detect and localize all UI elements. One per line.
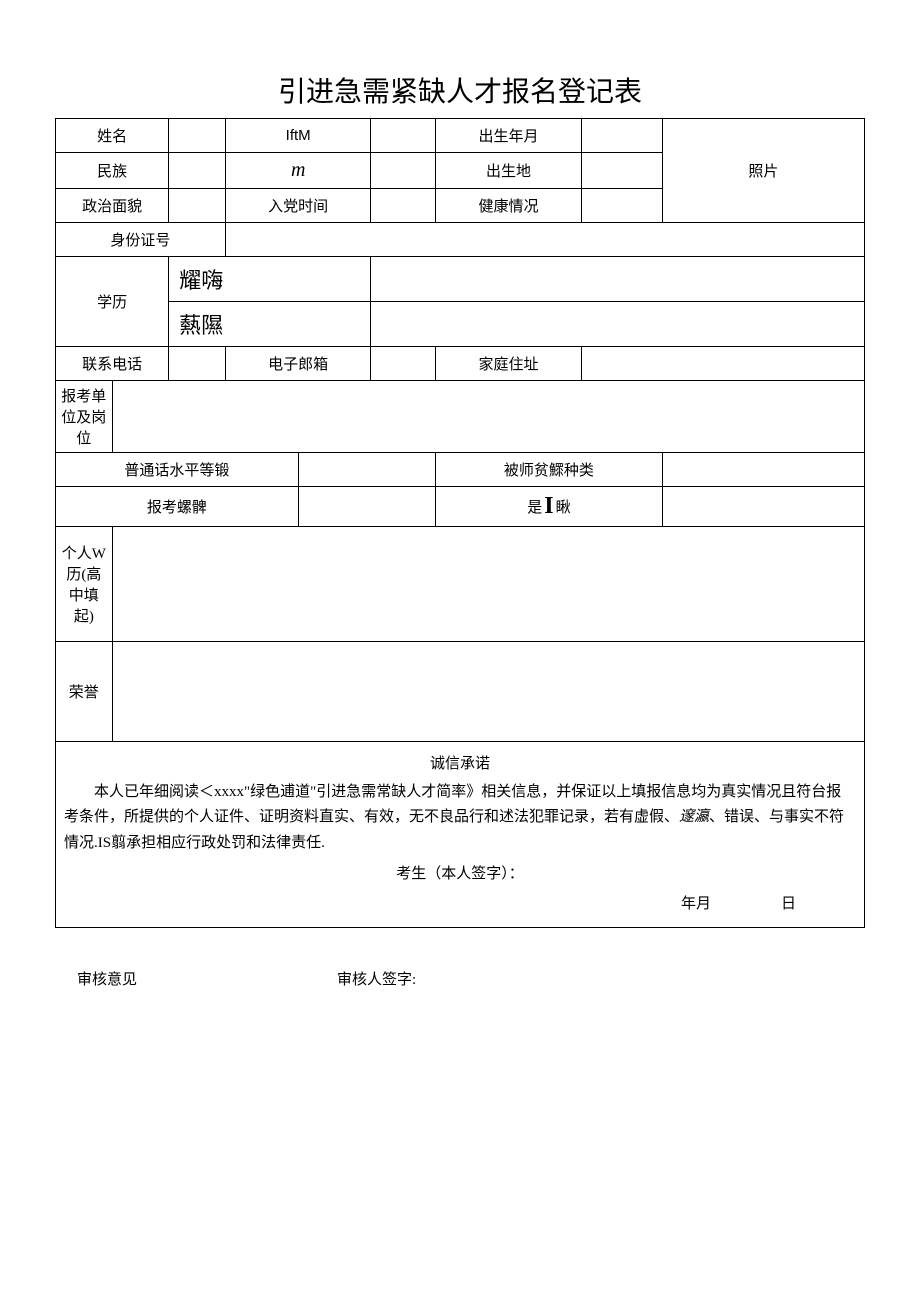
label-name: 姓名	[56, 119, 169, 153]
label-shi-x: 是I瞅	[436, 487, 663, 527]
label-honor: 荣誉	[56, 642, 113, 742]
field-iftm[interactable]	[371, 119, 436, 153]
field-edu-b[interactable]	[371, 302, 865, 347]
label-apply-unit: 报考单位及岗位	[56, 381, 113, 453]
label-resume: 个人W历(高中填起)	[56, 527, 113, 642]
declaration-date: 年月日	[64, 892, 856, 918]
field-phone[interactable]	[169, 347, 226, 381]
label-ethnic: 民族	[56, 153, 169, 189]
field-m[interactable]	[371, 153, 436, 189]
form-title: 引进急需紧缺人才报名登记表	[55, 70, 865, 110]
label-address: 家庭住址	[436, 347, 582, 381]
label-email: 电子郎箱	[225, 347, 371, 381]
label-edu-a: 耀嗨	[169, 257, 371, 302]
field-health[interactable]	[581, 189, 662, 223]
registration-table: 姓名 IftM 出生年月 照片 民族 m 出生地 政治面貌 入党时间 健康情况 …	[55, 118, 865, 928]
field-honor[interactable]	[112, 642, 864, 742]
declaration-sign: 考生（本人签字）：	[64, 862, 856, 888]
footer-row: 审核意见 审核人签字:	[55, 968, 865, 989]
label-political: 政治面貌	[56, 189, 169, 223]
field-shi-x[interactable]	[662, 487, 864, 527]
label-reviewer-sign: 审核人签字:	[337, 968, 416, 989]
field-email[interactable]	[371, 347, 436, 381]
field-baokao-luo[interactable]	[298, 487, 436, 527]
label-health: 健康情况	[436, 189, 582, 223]
field-birth[interactable]	[581, 119, 662, 153]
declaration-cell: 诚信承诺 本人已年细阅读＜xxxx"绿色逋道"引进急需常缺人才简率》相关信息，并…	[56, 742, 865, 928]
field-edu-a[interactable]	[371, 257, 865, 302]
field-putonghua[interactable]	[298, 453, 436, 487]
declaration-body: 本人已年细阅读＜xxxx"绿色逋道"引进急需常缺人才简率》相关信息，并保证以上填…	[64, 784, 844, 851]
field-name[interactable]	[169, 119, 226, 153]
label-birthplace: 出生地	[436, 153, 582, 189]
label-review-opinion: 审核意见	[77, 968, 137, 989]
field-resume[interactable]	[112, 527, 864, 642]
label-baokao-luo: 报考螺髀	[56, 487, 299, 527]
photo-box: 照片	[662, 119, 864, 223]
label-iftm: IftM	[225, 119, 371, 153]
field-teacher-cat[interactable]	[662, 453, 864, 487]
field-address[interactable]	[581, 347, 864, 381]
label-party-time: 入党时间	[225, 189, 371, 223]
field-party-time[interactable]	[371, 189, 436, 223]
label-teacher-cat: 被师贫鰥种类	[436, 453, 663, 487]
label-edu-b: 爇隰	[169, 302, 371, 347]
label-birth: 出生年月	[436, 119, 582, 153]
field-ethnic[interactable]	[169, 153, 226, 189]
field-idcard[interactable]	[225, 223, 864, 257]
label-idcard: 身份证号	[56, 223, 226, 257]
field-political[interactable]	[169, 189, 226, 223]
label-m: m	[225, 153, 371, 189]
field-apply-unit[interactable]	[112, 381, 864, 453]
field-birthplace[interactable]	[581, 153, 662, 189]
label-education: 学历	[56, 257, 169, 347]
label-putonghua: 普通话水平等锻	[56, 453, 299, 487]
declaration-title: 诚信承诺	[64, 752, 856, 778]
label-phone: 联系电话	[56, 347, 169, 381]
